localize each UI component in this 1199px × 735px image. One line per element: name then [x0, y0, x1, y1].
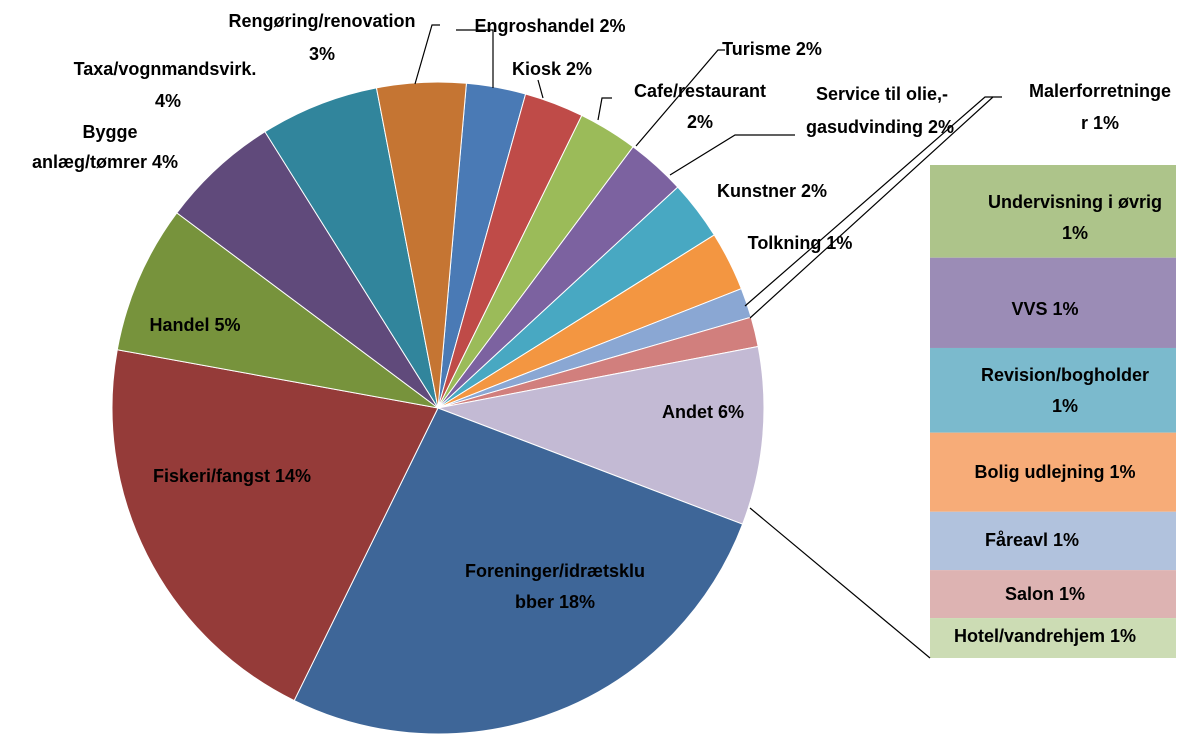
slice-label: bber 18%: [515, 592, 595, 612]
slice-label: Foreninger/idrætsklu: [465, 561, 645, 581]
slice-label: Taxa/vognmandsvirk.: [74, 59, 257, 79]
slice-label: Tolkning 1%: [748, 233, 853, 253]
slice-label: Kiosk 2%: [512, 59, 592, 79]
segment-label: Hotel/vandrehjem 1%: [954, 626, 1136, 646]
leader-line: [456, 29, 494, 88]
leader-line: [537, 79, 544, 99]
slice-label: Service til olie,-: [816, 84, 948, 104]
bar-segment: [930, 618, 1176, 658]
segment-label: Revision/bogholder: [981, 365, 1149, 385]
slice-label: Fiskeri/fangst 14%: [153, 466, 311, 486]
pie-slice: [176, 131, 439, 409]
slice-label: Cafe/restaurant: [634, 81, 766, 101]
segment-label: VVS 1%: [1011, 299, 1078, 319]
pie-slice: [264, 87, 439, 409]
segment-label: Fåreavl 1%: [985, 530, 1079, 550]
connector-line: [749, 507, 931, 659]
bar-segment: [930, 432, 1176, 512]
pie-slice: [111, 349, 439, 702]
slice-label: 3%: [309, 44, 335, 64]
leader-line: [414, 24, 440, 85]
segment-label: Salon 1%: [1005, 584, 1085, 604]
slice-label: gasudvinding 2%: [806, 117, 954, 137]
leader-line: [744, 96, 993, 307]
segment-label: Bolig udlejning 1%: [975, 462, 1136, 482]
slice-label: Andet 6%: [662, 402, 744, 422]
slice-label: Turisme 2%: [722, 39, 822, 59]
pie-slice: [293, 407, 744, 735]
bar-segment: [930, 165, 1176, 258]
slice-label: r 1%: [1081, 113, 1119, 133]
leader-line: [597, 97, 612, 121]
bar-segment: [930, 257, 1176, 348]
bar-segment: [930, 570, 1176, 619]
segment-label: 1%: [1062, 223, 1088, 243]
slice-label: 2%: [687, 112, 713, 132]
slice-label: Handel 5%: [149, 315, 240, 335]
slice-label: Bygge: [82, 122, 137, 142]
leader-line: [635, 49, 725, 147]
segment-label: Undervisning i øvrig: [988, 192, 1162, 212]
slice-label: Engroshandel 2%: [474, 16, 625, 36]
slice-label: 4%: [155, 91, 181, 111]
slice-label: Rengøring/renovation: [228, 11, 415, 31]
slice-label: Kunstner 2%: [717, 181, 827, 201]
bar-segment: [930, 347, 1176, 433]
pie-slice: [375, 81, 467, 409]
segment-label: 1%: [1052, 396, 1078, 416]
bar-segment: [930, 511, 1176, 571]
leader-line: [669, 134, 795, 176]
pie-slice: [116, 212, 439, 409]
slice-label: anlæg/tømrer 4%: [32, 152, 178, 172]
slice-label: Malerforretninge: [1029, 81, 1171, 101]
pie-slice: [436, 345, 765, 525]
